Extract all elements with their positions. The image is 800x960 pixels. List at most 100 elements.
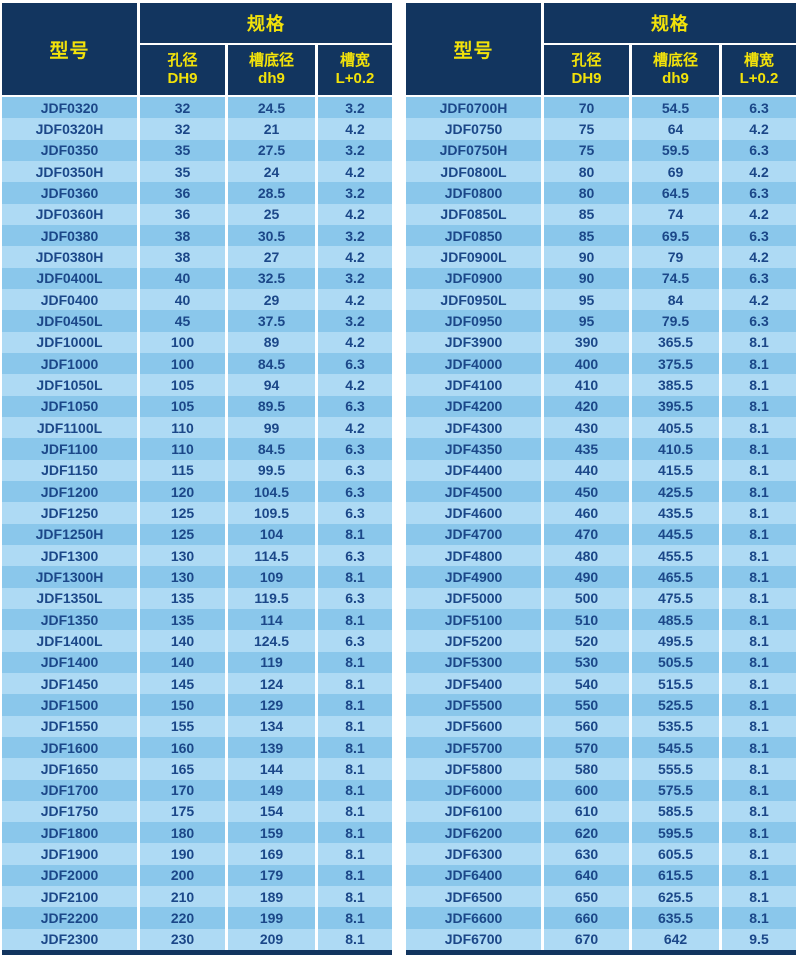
table-row: JDF5400 540 515.5 8.1 (406, 672, 796, 695)
hole-diameter-cell: 40 (140, 267, 225, 289)
hole-diameter-cell: 140 (140, 651, 225, 673)
spec-table-left: 型号 规格 孔径 DH9 槽底径 dh9 槽宽 L+0.2 (2, 3, 392, 955)
groove-width-cell: 8.1 (722, 886, 796, 908)
hole-diameter-cell: 105 (140, 374, 225, 396)
groove-bottom-diameter-cell: 435.5 (632, 502, 719, 524)
header-line: DH9 (571, 70, 602, 87)
model-cell: JDF5200 (406, 630, 541, 652)
table-row: JDF1600 160 139 8.1 (2, 736, 392, 759)
hole-diameter-cell: 32 (140, 97, 225, 119)
model-cell: JDF0380H (2, 246, 137, 268)
model-cell: JDF1300 (2, 544, 137, 567)
table-row: JDF6200 620 595.5 8.1 (406, 822, 796, 844)
table-row: JDF4100 410 385.5 8.1 (406, 374, 796, 396)
table-row: JDF3900 390 365.5 8.1 (406, 331, 796, 353)
groove-width-cell: 4.2 (722, 118, 796, 140)
model-cell: JDF1000 (2, 352, 137, 375)
model-cell: JDF0700H (406, 97, 541, 119)
groove-bottom-diameter-cell: 515.5 (632, 672, 719, 695)
groove-bottom-diameter-header: 槽底径 dh9 (228, 45, 315, 95)
groove-bottom-diameter-cell: 104.5 (228, 480, 315, 503)
groove-bottom-diameter-cell: 89.5 (228, 395, 315, 417)
groove-width-cell: 8.1 (318, 523, 392, 545)
model-cell: JDF1250 (2, 502, 137, 524)
model-cell: JDF2100 (2, 886, 137, 908)
groove-width-cell: 8.1 (318, 779, 392, 801)
hole-diameter-cell: 630 (544, 843, 629, 865)
groove-bottom-diameter-cell: 24.5 (228, 97, 315, 119)
table-row: JDF5500 550 525.5 8.1 (406, 694, 796, 716)
groove-bottom-diameter-cell: 79.5 (632, 310, 719, 332)
table-row: JDF1650 165 144 8.1 (2, 758, 392, 780)
groove-width-cell: 4.2 (722, 160, 796, 183)
hole-diameter-cell: 100 (140, 352, 225, 375)
table-row: JDF4300 430 405.5 8.1 (406, 416, 796, 439)
table-row: JDF2200 220 199 8.1 (2, 907, 392, 929)
table-row: JDF4200 420 395.5 8.1 (406, 395, 796, 417)
table-row: JDF0800L 80 69 4.2 (406, 160, 796, 183)
hole-diameter-cell: 435 (544, 438, 629, 460)
groove-width-cell: 8.1 (318, 822, 392, 844)
groove-bottom-diameter-cell: 79 (632, 246, 719, 268)
groove-width-cell: 8.1 (722, 736, 796, 759)
groove-width-cell: 4.2 (318, 416, 392, 439)
table-row: JDF0950 95 79.5 6.3 (406, 310, 796, 332)
model-cell: JDF0400 (2, 288, 137, 311)
spec-table-right: 型号 规格 孔径 DH9 槽底径 dh9 槽宽 L+0.2 (406, 3, 796, 955)
table-row: JDF1050L 105 94 4.2 (2, 374, 392, 396)
groove-bottom-diameter-cell: 64.5 (632, 182, 719, 204)
model-cell: JDF0360H (2, 203, 137, 225)
groove-width-cell: 8.1 (722, 672, 796, 695)
model-cell: JDF0900L (406, 246, 541, 268)
hole-diameter-cell: 130 (140, 566, 225, 588)
groove-bottom-diameter-cell: 94 (228, 374, 315, 396)
table-row: JDF0380 38 30.5 3.2 (2, 224, 392, 247)
model-cell: JDF0800L (406, 160, 541, 183)
groove-bottom-diameter-cell: 109.5 (228, 502, 315, 524)
header-line: 孔径 (167, 52, 198, 69)
model-cell: JDF0750 (406, 118, 541, 140)
model-cell: JDF1350 (2, 608, 137, 631)
hole-diameter-cell: 580 (544, 758, 629, 780)
model-cell: JDF1500 (2, 694, 137, 716)
table-row: JDF0400L 40 32.5 3.2 (2, 267, 392, 289)
hole-diameter-cell: 165 (140, 758, 225, 780)
groove-width-cell: 6.3 (318, 438, 392, 460)
hole-diameter-cell: 115 (140, 459, 225, 481)
table-row: JDF5100 510 485.5 8.1 (406, 608, 796, 631)
model-cell: JDF0350H (2, 160, 137, 183)
groove-bottom-diameter-cell: 84.5 (228, 438, 315, 460)
groove-width-cell: 8.1 (722, 822, 796, 844)
hole-diameter-cell: 110 (140, 416, 225, 439)
groove-width-cell: 8.1 (318, 672, 392, 695)
hole-diameter-cell: 480 (544, 544, 629, 567)
model-cell: JDF5600 (406, 715, 541, 737)
groove-bottom-diameter-cell: 595.5 (632, 822, 719, 844)
model-cell: JDF4500 (406, 480, 541, 503)
groove-width-cell: 8.1 (722, 651, 796, 673)
table-row: JDF4600 460 435.5 8.1 (406, 502, 796, 524)
table-row: JDF0360 36 28.5 3.2 (2, 182, 392, 204)
hole-diameter-cell: 105 (140, 395, 225, 417)
groove-bottom-diameter-cell: 104 (228, 523, 315, 545)
model-cell: JDF0900 (406, 267, 541, 289)
table-row: JDF1700 170 149 8.1 (2, 779, 392, 801)
groove-width-cell: 6.3 (318, 395, 392, 417)
table-row: JDF5600 560 535.5 8.1 (406, 715, 796, 737)
table-row: JDF1150 115 99.5 6.3 (2, 459, 392, 481)
groove-bottom-diameter-cell: 395.5 (632, 395, 719, 417)
hole-diameter-cell: 75 (544, 139, 629, 161)
groove-bottom-diameter-cell: 615.5 (632, 864, 719, 887)
header-line: 槽宽 (339, 52, 370, 69)
groove-width-cell: 8.1 (722, 395, 796, 417)
groove-width-cell: 8.1 (722, 800, 796, 823)
table-row: JDF1900 190 169 8.1 (2, 843, 392, 865)
table-body: JDF0320 32 24.5 3.2 JDF0320H 32 21 4.2 JDF0350 35… (2, 97, 392, 951)
groove-width-cell: 3.2 (318, 310, 392, 332)
table-row: JDF4400 440 415.5 8.1 (406, 459, 796, 481)
groove-width-cell: 8.1 (722, 459, 796, 481)
table-row: JDF1400L 140 124.5 6.3 (2, 630, 392, 652)
groove-bottom-diameter-cell: 465.5 (632, 566, 719, 588)
groove-bottom-diameter-cell: 69 (632, 160, 719, 183)
table-row: JDF1000L 100 89 4.2 (2, 331, 392, 353)
